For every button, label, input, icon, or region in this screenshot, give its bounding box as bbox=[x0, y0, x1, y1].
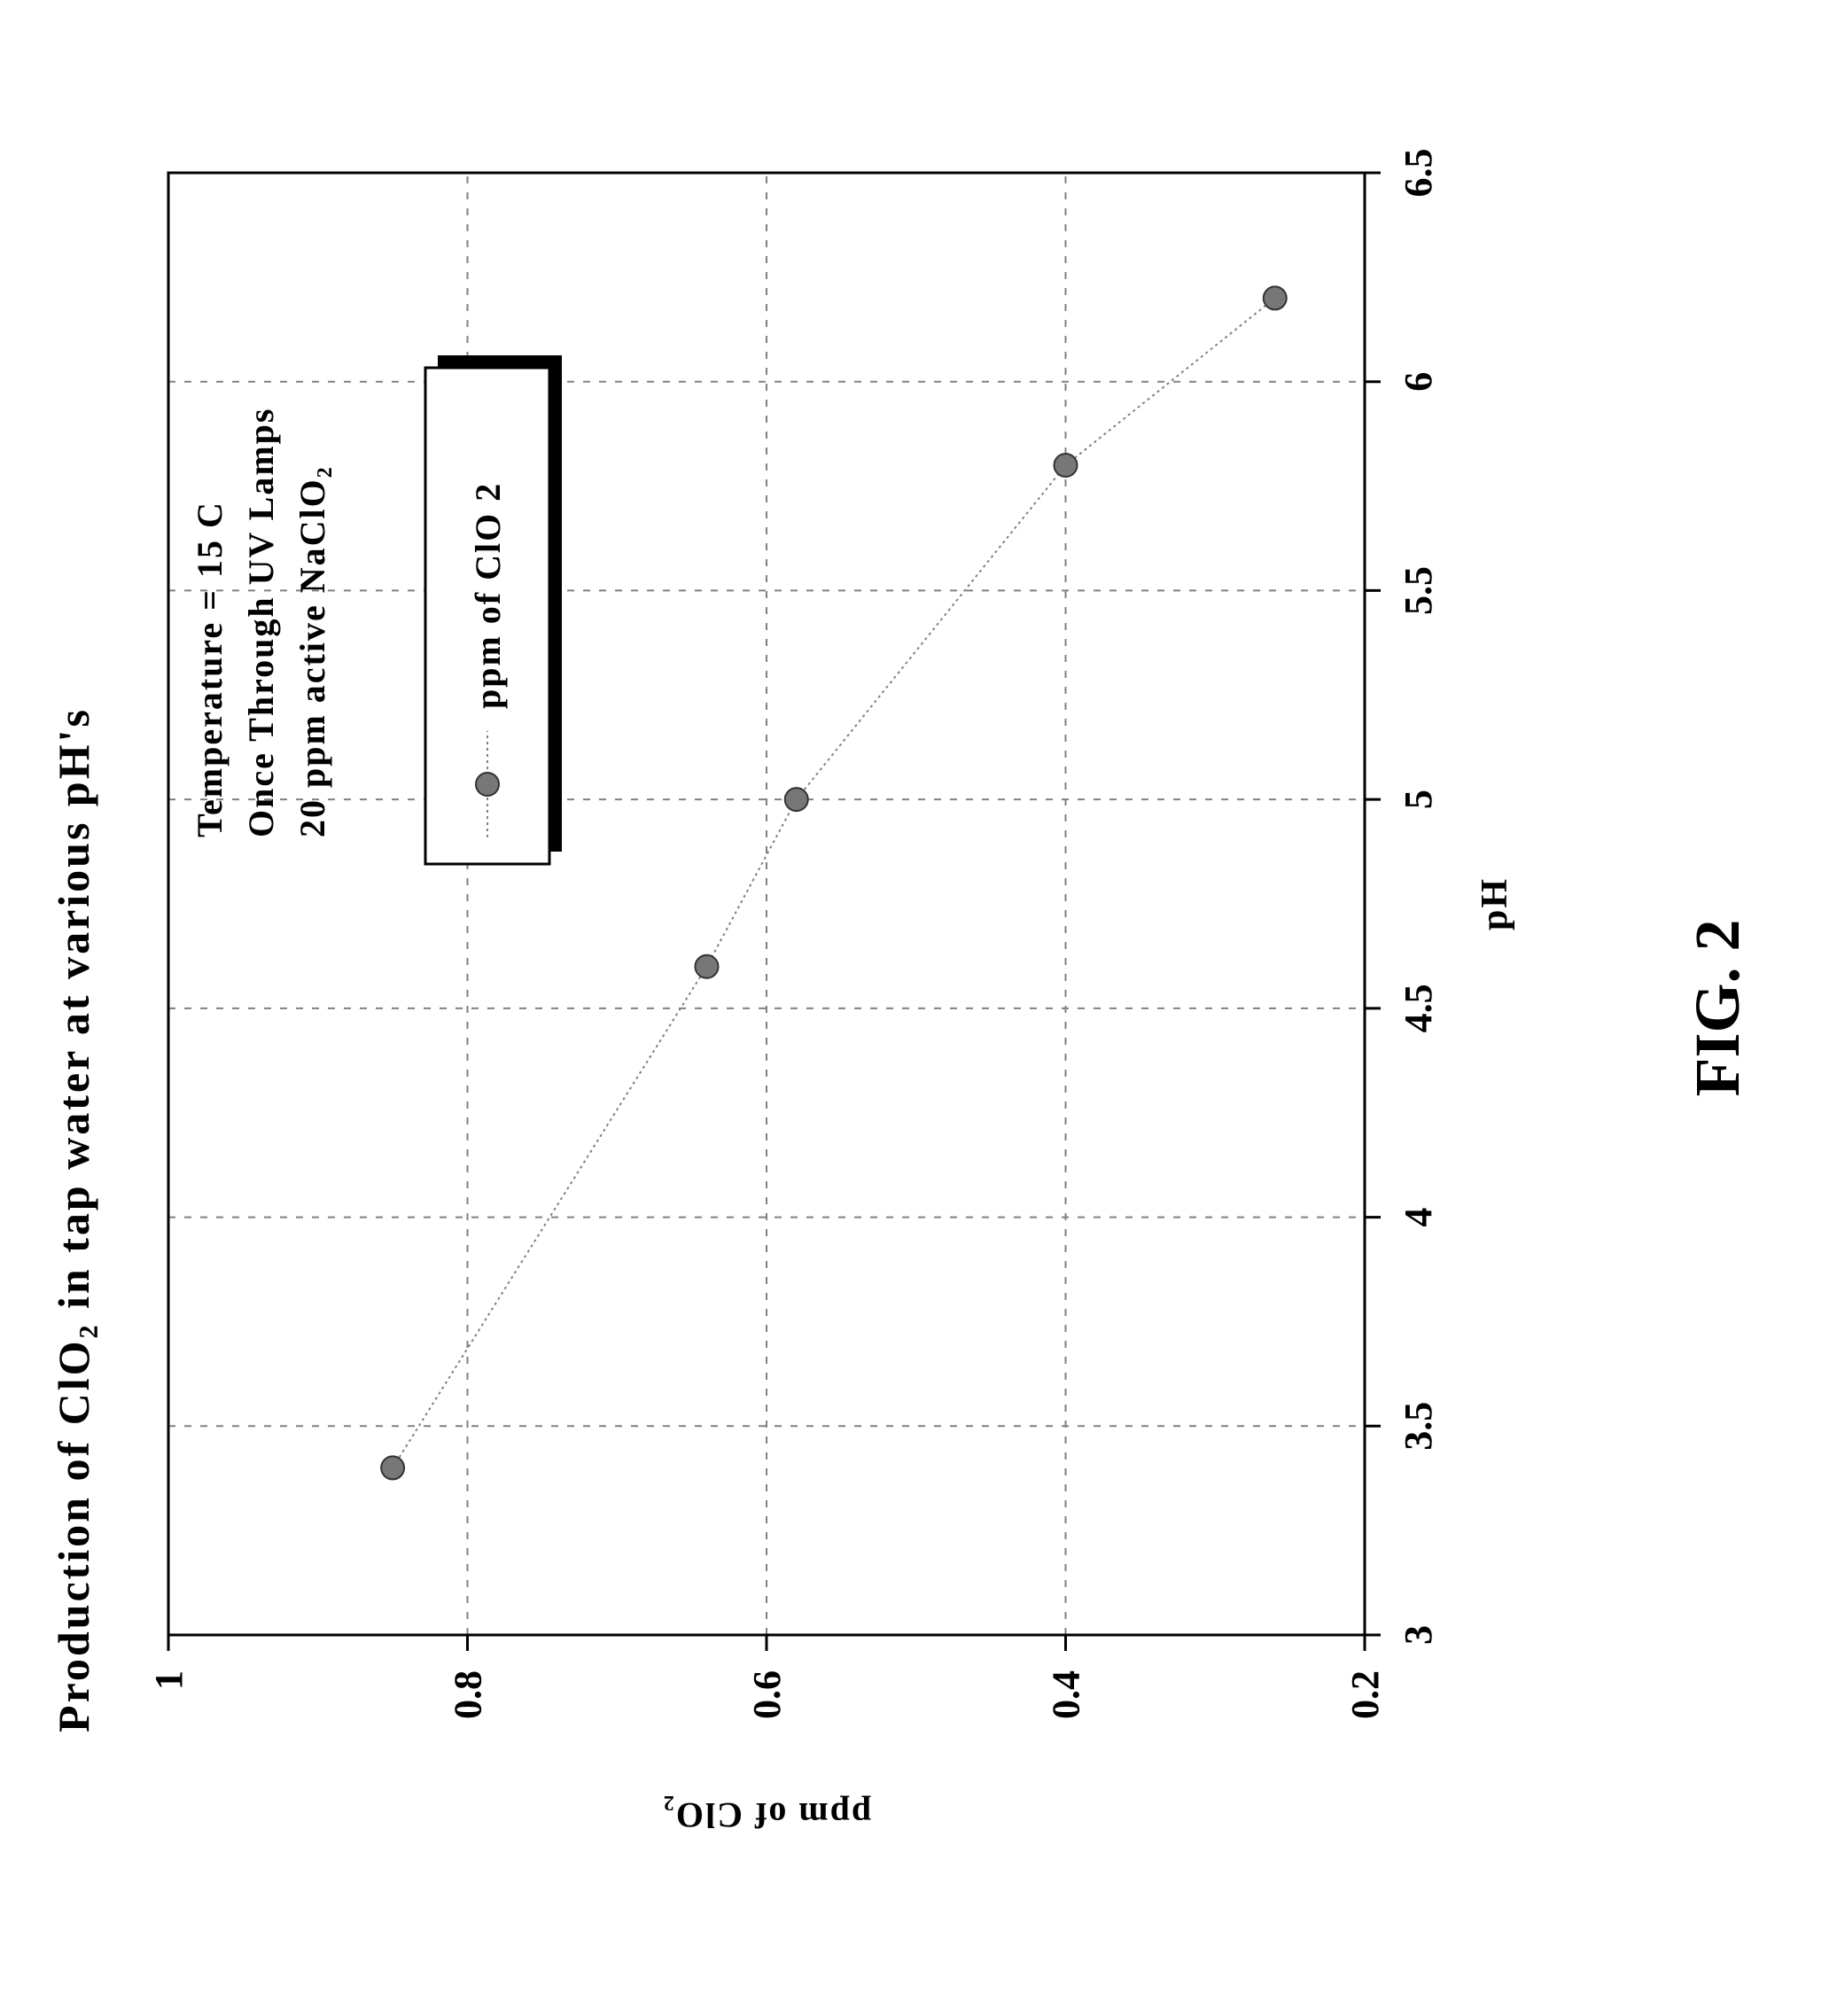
chart-title: Production of ClO₂ in tap water at vario… bbox=[49, 707, 98, 1732]
y-axis-label: ppm of ClO₂ bbox=[662, 1795, 871, 1835]
series-marker bbox=[696, 955, 719, 978]
x-axis-label: pH bbox=[1475, 877, 1515, 930]
legend-label: ppm of ClO 2 bbox=[468, 482, 508, 709]
chart-svg: Production of ClO₂ in tap water at vario… bbox=[0, 0, 1845, 2016]
rotated-canvas: Production of ClO₂ in tap water at vario… bbox=[0, 0, 1845, 2016]
y-tick-label: 1 bbox=[147, 1670, 191, 1690]
series-marker bbox=[1055, 454, 1078, 477]
y-tick-label: 0.4 bbox=[1045, 1670, 1088, 1719]
series-marker bbox=[381, 1456, 404, 1479]
x-tick-label: 6.5 bbox=[1397, 149, 1440, 198]
figure-wrapper: Production of ClO₂ in tap water at vario… bbox=[0, 0, 1845, 2016]
annotation-line: 20 ppm active NaClO₂ bbox=[292, 465, 332, 837]
x-tick-label: 5 bbox=[1397, 790, 1440, 809]
annotation-line: Once Through UV Lamps bbox=[241, 408, 281, 837]
annotation-line: Temperature = 15 C bbox=[190, 501, 230, 837]
x-tick-label: 4 bbox=[1397, 1208, 1440, 1227]
y-tick-label: 0.6 bbox=[745, 1670, 789, 1719]
y-tick-label: 0.2 bbox=[1343, 1670, 1387, 1719]
series-marker bbox=[785, 788, 808, 811]
x-tick-label: 3.5 bbox=[1397, 1402, 1440, 1451]
x-tick-label: 5.5 bbox=[1397, 566, 1440, 615]
legend-sample-marker bbox=[476, 773, 499, 796]
figure-caption: FIG. 2 bbox=[1682, 919, 1753, 1096]
x-tick-label: 4.5 bbox=[1397, 984, 1440, 1032]
x-tick-label: 3 bbox=[1397, 1625, 1440, 1645]
y-tick-label: 0.8 bbox=[447, 1670, 490, 1719]
x-tick-label: 6 bbox=[1397, 372, 1440, 392]
series-marker bbox=[1264, 286, 1287, 309]
